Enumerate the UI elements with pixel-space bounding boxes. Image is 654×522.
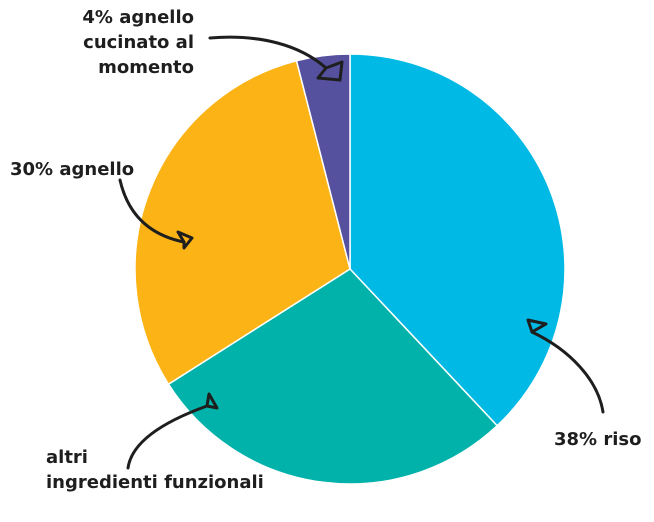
- slice-label: 38% riso: [554, 429, 642, 450]
- arrow: [205, 392, 219, 410]
- arrow: [316, 60, 344, 82]
- pie-slice: [134, 59, 351, 386]
- arrow: [118, 178, 186, 244]
- slice-label: altri ingredienti funzionali: [46, 447, 264, 493]
- arrow: [176, 230, 194, 250]
- arrow: [526, 318, 548, 334]
- pie-slice: [167, 268, 499, 485]
- arrow: [530, 330, 605, 414]
- slice-label: 4% agnello cucinato al momento: [82, 7, 194, 78]
- arrow: [208, 35, 328, 70]
- pie-slice: [295, 53, 351, 270]
- slice-label: 30% agnello: [10, 159, 135, 180]
- pie-slice: [349, 53, 566, 427]
- arrow: [126, 404, 209, 470]
